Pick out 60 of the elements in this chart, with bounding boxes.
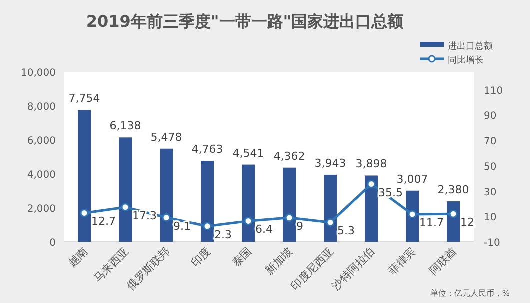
point (367, 180, 376, 189)
data-label: 12 (460, 216, 474, 230)
data-label: 6.4 (256, 223, 273, 236)
x-tick-label: 新加坡 (263, 244, 296, 278)
point (285, 214, 294, 222)
point (80, 208, 89, 218)
bar (78, 110, 91, 242)
y-tick-label: 10,000 (21, 68, 56, 79)
bar (324, 174, 337, 242)
chart-title: 2019年前三季度"一带一路"国家进出口总额 (86, 12, 405, 31)
data-label: 7,754 (68, 92, 100, 106)
data-label: 11.7 (420, 216, 444, 230)
data-label: 3,943 (314, 156, 346, 170)
data-label: 5,478 (150, 130, 182, 144)
bar (119, 138, 132, 242)
data-label: 5.3 (338, 224, 355, 238)
data-label: 4,541 (232, 146, 264, 160)
y-tick-label: 2,000 (27, 204, 56, 215)
x-tick-label: 泰国 (230, 244, 255, 270)
bar (201, 161, 214, 242)
y2-tick-label: -10 (484, 238, 500, 249)
y2-tick-label: 10 (484, 212, 497, 224)
point (449, 210, 458, 218)
y2-tick-label: 90 (484, 111, 497, 122)
data-label: 3,007 (396, 172, 428, 186)
y-tick-label: 4,000 (27, 170, 56, 181)
data-label: 9.1 (174, 220, 191, 233)
data-label: 9 (296, 220, 304, 233)
legend-label: 同比增长 (448, 55, 484, 66)
data-label: 17.3 (132, 209, 157, 222)
point (244, 216, 253, 226)
data-label: 12.7 (92, 215, 116, 228)
y-tick-label: 8,000 (27, 102, 56, 113)
point (162, 214, 171, 222)
y2-tick-label: 50 (484, 162, 497, 173)
data-label: 6,138 (110, 120, 142, 133)
data-label: 3,898 (356, 158, 388, 171)
y2-tick-label: 70 (484, 136, 497, 148)
y2-tick-label: 110 (484, 86, 504, 97)
data-label: 4,763 (192, 143, 224, 156)
data-label: 4,362 (274, 150, 306, 163)
y-tick-label: 0 (50, 238, 56, 249)
bar (160, 148, 173, 242)
text: 单位：亿元人民币，% (430, 289, 510, 298)
point (326, 218, 335, 227)
x-tick-label: 阿联酋 (427, 244, 460, 278)
point (203, 222, 212, 231)
point (121, 203, 130, 212)
legend-label: 进出口总额 (448, 41, 493, 52)
y-tick-label: 6,000 (27, 136, 56, 147)
data-label: 2,380 (438, 184, 470, 197)
point (408, 210, 417, 219)
bar (242, 164, 255, 242)
bar (283, 168, 296, 242)
x-tick-label: 越南 (66, 244, 91, 270)
data-label: 2.3 (214, 228, 232, 242)
bar (365, 176, 378, 242)
x-tick-label: 菲律宾 (386, 244, 419, 278)
x-tick-label: 印度 (188, 244, 214, 270)
y2-tick-label: 30 (484, 187, 497, 198)
